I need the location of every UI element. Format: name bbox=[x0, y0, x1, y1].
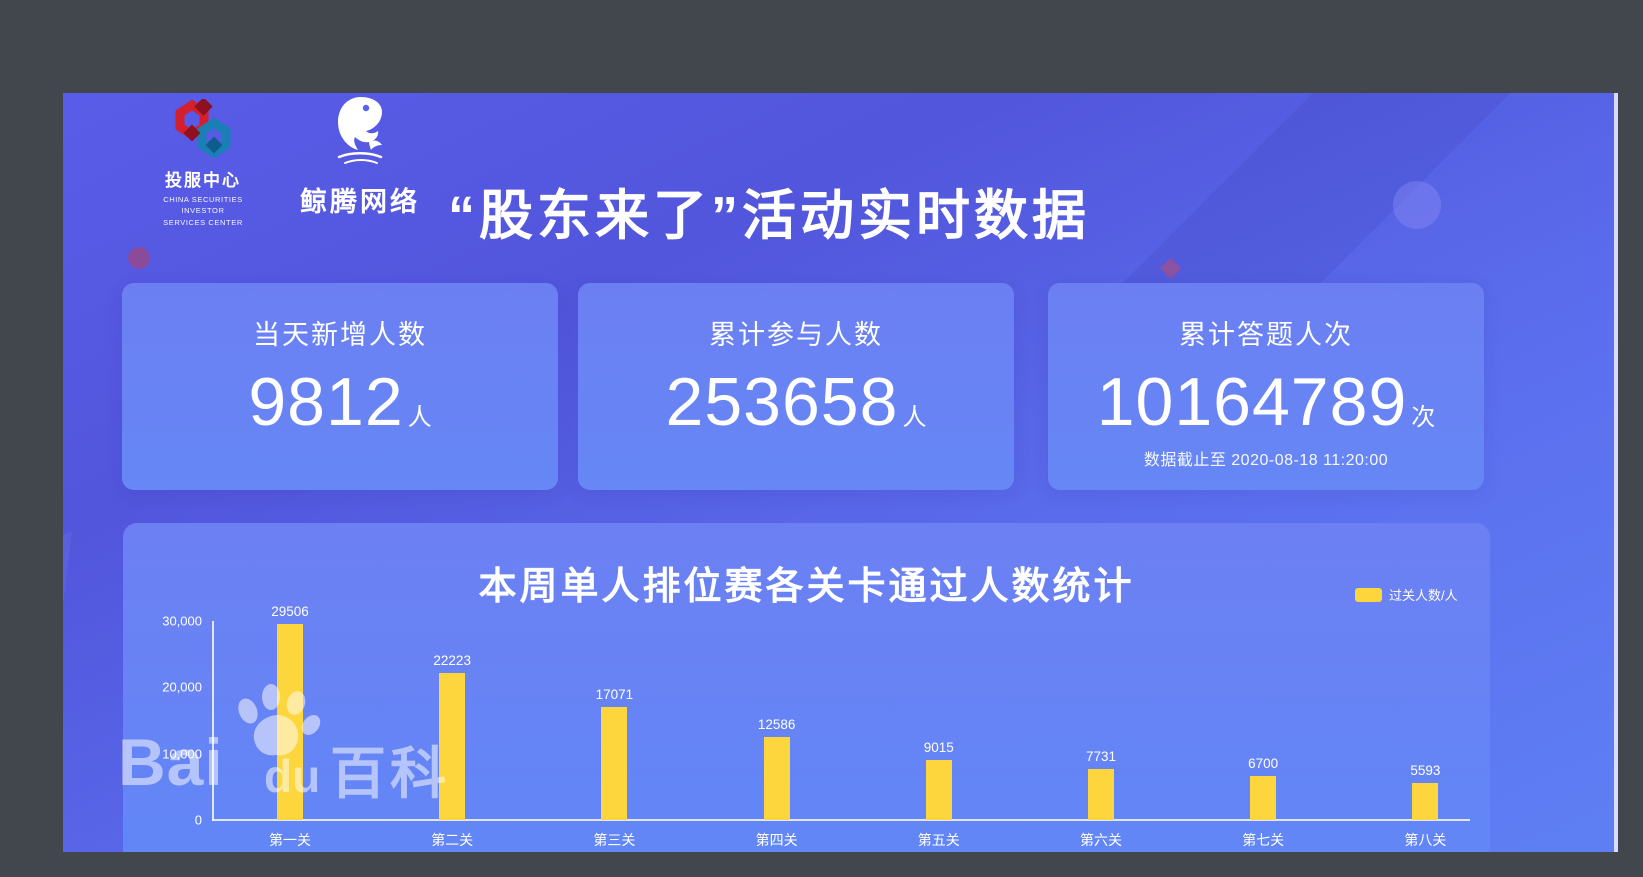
page-title: “股东来了”活动实时数据 bbox=[448, 186, 1090, 246]
stat-label: 当天新增人数 bbox=[253, 320, 427, 350]
bar-value-label: 29506 bbox=[271, 604, 309, 620]
x-axis-line bbox=[212, 819, 1470, 821]
data-cutoff-timestamp: 数据截止至 2020-08-18 11:20:00 bbox=[1143, 452, 1389, 469]
bar-value-label: 22223 bbox=[433, 652, 471, 668]
y-axis-tick-label: 10,000 bbox=[162, 746, 202, 762]
stat-label: 累计答题人次 bbox=[1179, 320, 1353, 350]
chart-title: 本周单人排位赛各关卡通过人数统计 bbox=[478, 566, 1135, 608]
stat-label: 累计参与人数 bbox=[709, 320, 883, 350]
chart-legend: 过关人数/人 bbox=[1355, 585, 1458, 604]
bar-chart-plot: 0 10,000 20,000 30,000 29506 第一关 22223 第二关 17071… bbox=[123, 523, 1490, 852]
csisc-logo: 投服中心 CHINA SECURITIES INVESTOR SERVICES … bbox=[118, 97, 288, 228]
jingteng-logo-name: 鲸腾网络 bbox=[300, 187, 420, 217]
panel-right-edge-line bbox=[1614, 93, 1618, 852]
y-axis-tick-label: 30,000 bbox=[162, 613, 202, 629]
jingteng-logo: 鲸腾网络 bbox=[275, 95, 445, 219]
y-axis-line bbox=[212, 621, 214, 821]
stat-card-new-users: 当天新增人数 9812 人 bbox=[122, 283, 558, 490]
dashboard-panel: 投服中心 CHINA SECURITIES INVESTOR SERVICES … bbox=[63, 93, 1618, 852]
x-axis-label: 第六关 bbox=[1080, 832, 1122, 848]
bar-value-label: 5593 bbox=[1410, 762, 1441, 778]
stat-value: 9812 bbox=[248, 364, 404, 440]
bar-value-label: 7731 bbox=[1085, 748, 1117, 764]
bar bbox=[1088, 768, 1114, 820]
bar bbox=[763, 736, 790, 820]
csisc-logo-name: 投服中心 bbox=[165, 171, 241, 190]
bar bbox=[439, 672, 466, 820]
y-axis-tick-label: 0 bbox=[194, 812, 202, 828]
stat-card-total-participants: 累计参与人数 253658 人 bbox=[578, 283, 1014, 490]
stat-unit: 人 bbox=[407, 404, 432, 431]
x-axis-label: 第八关 bbox=[1404, 832, 1447, 848]
legend-color-swatch bbox=[1355, 587, 1382, 602]
stat-card-total-answers: 累计答题人次 10164789 次 数据截止至 2020-08-18 11:20:… bbox=[1048, 283, 1484, 490]
bar-value-label: 12586 bbox=[757, 716, 796, 732]
bar-chart-card: 本周单人排位赛各关卡通过人数统计 过关人数/人 0 10,000 20,000 30,… bbox=[123, 523, 1490, 852]
stat-value: 10164789 bbox=[1096, 364, 1408, 440]
bar-value-label: 6700 bbox=[1248, 755, 1279, 771]
bar bbox=[1412, 782, 1439, 820]
decorative-red-dot bbox=[128, 247, 150, 269]
bar-value-label: 17071 bbox=[595, 686, 634, 702]
stat-unit: 次 bbox=[1411, 404, 1436, 431]
whale-icon bbox=[337, 97, 383, 164]
x-axis-label: 第七关 bbox=[1242, 832, 1285, 848]
x-axis-label: 第三关 bbox=[593, 832, 636, 848]
bar bbox=[601, 706, 628, 820]
bar-value-label: 9015 bbox=[923, 740, 954, 756]
csisc-knot-icon bbox=[175, 97, 231, 159]
x-axis-label: 第一关 bbox=[269, 832, 311, 848]
decorative-purple-circle bbox=[1393, 181, 1441, 229]
bar bbox=[925, 760, 952, 820]
x-axis-label: 第五关 bbox=[917, 832, 960, 848]
x-axis-label: 第二关 bbox=[431, 832, 474, 848]
bar bbox=[1250, 775, 1277, 820]
legend-label: 过关人数/人 bbox=[1389, 588, 1458, 603]
decorative-red-diamond bbox=[1159, 257, 1182, 280]
x-axis-label: 第四关 bbox=[755, 832, 798, 848]
stat-value: 253658 bbox=[665, 364, 899, 440]
stat-unit: 人 bbox=[902, 404, 927, 431]
y-axis-tick-label: 20,000 bbox=[162, 679, 202, 695]
bar bbox=[277, 624, 303, 820]
csisc-logo-subtitle: CHINA SECURITIES INVESTOR SERVICES CENTE… bbox=[163, 195, 243, 227]
